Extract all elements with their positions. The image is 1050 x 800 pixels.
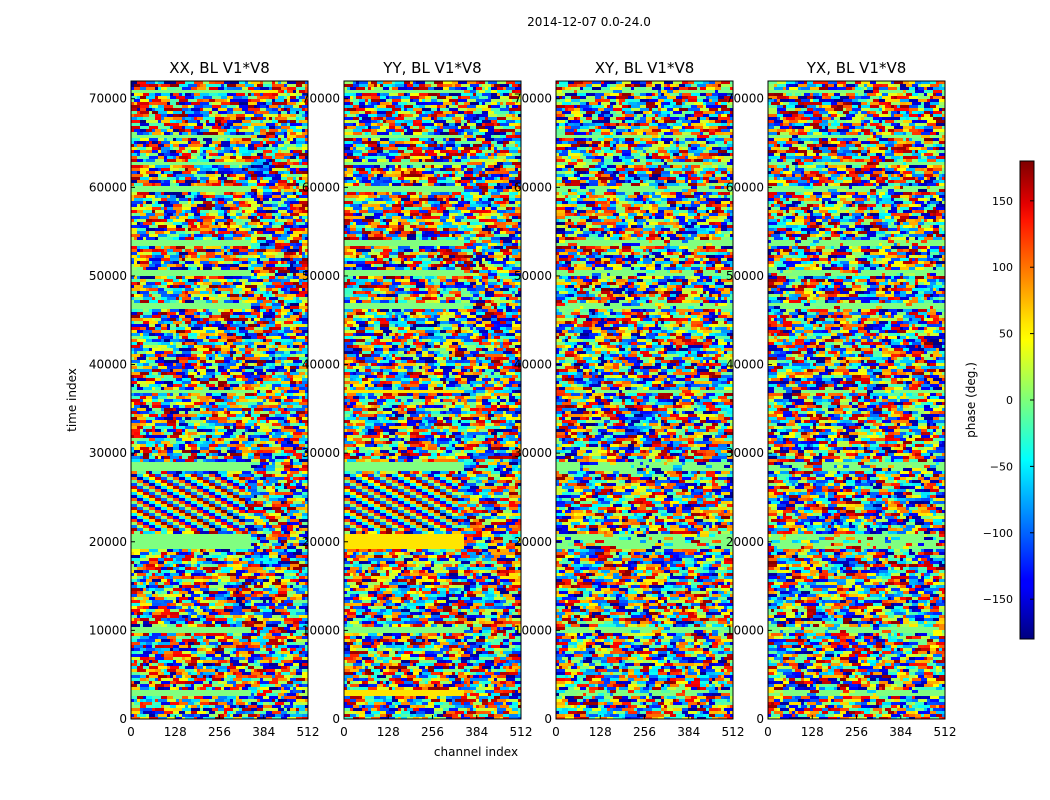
x-tick-label: 128 <box>801 725 824 739</box>
y-tick-label: 50000 <box>514 269 552 283</box>
y-tick-label: 60000 <box>89 180 127 194</box>
colorbar: −150 −100 −50 0 50 100 150 phase (deg.) <box>964 160 1035 640</box>
panel-4: YX, BL V1*V8 0 128 256 384 512 0 10000 20000 3000… <box>726 59 957 739</box>
y-tick-label: 30000 <box>89 446 127 460</box>
x-tick-label: 0 <box>764 725 772 739</box>
x-tick-label: 256 <box>633 725 656 739</box>
colorbar-label: phase (deg.) <box>964 362 978 438</box>
y-tick-label: 10000 <box>89 623 127 637</box>
x-tick-label: 512 <box>297 725 320 739</box>
y-tick-label: 0 <box>544 712 552 726</box>
y-tick-label: 70000 <box>89 92 127 106</box>
panel-title: YY, BL V1*V8 <box>382 59 481 77</box>
y-tick-label: 60000 <box>726 180 764 194</box>
y-tick-label: 0 <box>119 712 127 726</box>
x-tick-label: 256 <box>208 725 231 739</box>
panel-title: YX, BL V1*V8 <box>806 59 907 77</box>
panel-title: XX, BL V1*V8 <box>169 59 270 77</box>
phase-image <box>768 81 945 719</box>
x-tick-label: 128 <box>164 725 187 739</box>
phase-image <box>344 81 521 719</box>
colorbar-ticks: −150 −100 −50 0 50 100 150 <box>983 195 1034 606</box>
panel-3: XY, BL V1*V8 0 128 256 384 512 0 10000 20000 3000… <box>514 59 745 739</box>
colorbar-tick-label: −150 <box>983 593 1013 606</box>
x-tick-label: 512 <box>934 725 957 739</box>
x-tick-label: 0 <box>127 725 135 739</box>
y-tick-label: 40000 <box>726 358 764 372</box>
y-tick-label: 20000 <box>514 535 552 549</box>
colorbar-tick-label: −50 <box>990 460 1013 473</box>
y-tick-label: 70000 <box>514 92 552 106</box>
y-tick-label: 70000 <box>726 92 764 106</box>
y-tick-label: 30000 <box>302 446 340 460</box>
x-tick-label: 512 <box>510 725 533 739</box>
y-tick-label: 10000 <box>514 623 552 637</box>
x-tick-label: 256 <box>421 725 444 739</box>
y-tick-label: 60000 <box>302 180 340 194</box>
y-tick-label: 0 <box>332 712 340 726</box>
colorbar-tick-label: 150 <box>992 195 1013 208</box>
y-tick-label: 40000 <box>514 358 552 372</box>
y-tick-label: 40000 <box>302 358 340 372</box>
phase-image <box>556 81 733 719</box>
y-tick-label: 50000 <box>302 269 340 283</box>
y-tick-label: 10000 <box>302 623 340 637</box>
x-tick-label: 0 <box>552 725 560 739</box>
y-tick-label: 20000 <box>302 535 340 549</box>
y-tick-label: 20000 <box>89 535 127 549</box>
x-tick-label: 256 <box>845 725 868 739</box>
colorbar-tick-label: 0 <box>1006 394 1013 407</box>
y-tick-label: 60000 <box>514 180 552 194</box>
x-tick-label: 384 <box>252 725 275 739</box>
colorbar-tick-label: 50 <box>999 328 1013 341</box>
panel-2: YY, BL V1*V8 0 128 256 384 512 0 10000 20000 3000… <box>302 59 533 739</box>
x-axis-label: channel index <box>434 745 518 759</box>
x-tick-label: 384 <box>465 725 488 739</box>
x-tick-label: 384 <box>677 725 700 739</box>
y-axis-label: time index <box>65 368 79 432</box>
y-tick-label: 40000 <box>89 358 127 372</box>
x-tick-label: 0 <box>340 725 348 739</box>
x-tick-label: 512 <box>722 725 745 739</box>
panel-1: XX, BL V1*V8 0 128 256 384 512 0 10000 20000 3000… <box>89 59 320 739</box>
y-tick-label: 20000 <box>726 535 764 549</box>
x-tick-label: 128 <box>377 725 400 739</box>
y-tick-label: 10000 <box>726 623 764 637</box>
y-tick-label: 50000 <box>89 269 127 283</box>
figure-suptitle: 2014-12-07 0.0-24.0 <box>527 15 651 29</box>
phase-image <box>131 81 308 719</box>
y-tick-label: 30000 <box>726 446 764 460</box>
x-tick-label: 384 <box>889 725 912 739</box>
y-tick-label: 0 <box>756 712 764 726</box>
y-tick-label: 50000 <box>726 269 764 283</box>
panel-title: XY, BL V1*V8 <box>595 59 695 77</box>
y-tick-label: 30000 <box>514 446 552 460</box>
x-tick-label: 128 <box>589 725 612 739</box>
panels: XX, BL V1*V8 0 128 256 384 512 0 10000 20000 3000… <box>89 59 957 739</box>
colorbar-tick-label: 100 <box>992 261 1013 274</box>
y-tick-label: 70000 <box>302 92 340 106</box>
colorbar-tick-label: −100 <box>983 527 1013 540</box>
